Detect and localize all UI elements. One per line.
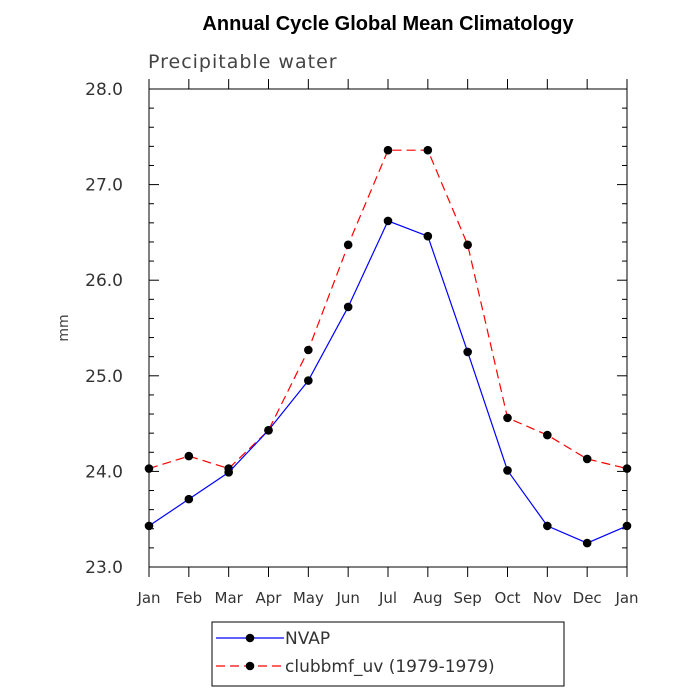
data-point bbox=[144, 521, 154, 531]
legend-box bbox=[211, 621, 565, 687]
data-point bbox=[224, 468, 233, 477]
y-tick-label: 23.0 bbox=[85, 558, 123, 578]
data-point bbox=[184, 494, 194, 504]
data-point bbox=[304, 345, 313, 355]
series-line-0 bbox=[148, 220, 628, 544]
chart-subtitle: Precipitable water bbox=[148, 51, 338, 73]
y-tick-label: 28.0 bbox=[85, 80, 123, 100]
y-tick-label: 27.0 bbox=[85, 176, 123, 196]
data-point bbox=[264, 425, 273, 435]
data-point bbox=[543, 430, 552, 440]
axes: 23.0 24.0 25.0 26.0 27.0 28.0 Jan Feb Mar Apr May J… bbox=[85, 79, 639, 607]
series-line-1 bbox=[148, 149, 628, 470]
legend-label: NVAP bbox=[285, 629, 330, 649]
legend: NVAP clubbmf_uv (1979-1979) bbox=[211, 621, 565, 687]
x-tick-label: Dec bbox=[573, 589, 602, 607]
data-point bbox=[582, 454, 592, 464]
x-tick-label: Mar bbox=[215, 589, 244, 607]
x-tick-label: Aug bbox=[413, 589, 442, 607]
legend-label: clubbmf_uv (1979-1979) bbox=[285, 657, 495, 677]
data-point bbox=[184, 451, 194, 461]
data-point bbox=[463, 240, 472, 250]
data-point bbox=[582, 538, 592, 548]
data-point bbox=[423, 231, 433, 241]
data-point bbox=[383, 216, 393, 226]
legend-marker bbox=[245, 661, 255, 671]
x-tick-label: Nov bbox=[533, 589, 562, 607]
x-tick-label: May bbox=[293, 589, 324, 607]
data-point bbox=[304, 376, 313, 385]
legend-marker bbox=[245, 633, 255, 643]
legend-items: NVAP clubbmf_uv (1979-1979) bbox=[216, 629, 495, 677]
chart-title: Annual Cycle Global Mean Climatology bbox=[202, 13, 574, 35]
x-tick-label: Jul bbox=[378, 589, 397, 607]
x-tick-label: Sep bbox=[454, 589, 482, 607]
plot-frame bbox=[148, 88, 628, 568]
x-tick-label: Jan bbox=[614, 589, 638, 607]
x-tick-label: Jun bbox=[335, 589, 359, 607]
x-tick-label: Apr bbox=[256, 589, 283, 607]
y-axis-label: mm bbox=[56, 314, 72, 341]
x-tick-label: Oct bbox=[495, 589, 521, 607]
data-point bbox=[423, 145, 433, 155]
data-point bbox=[503, 466, 512, 475]
data-point bbox=[144, 464, 154, 473]
y-tick-label: 24.0 bbox=[85, 462, 123, 482]
data-point bbox=[343, 240, 353, 250]
series-layer bbox=[144, 145, 632, 548]
data-point bbox=[383, 145, 393, 155]
x-tick-label: Feb bbox=[176, 589, 203, 607]
y-tick-label: 25.0 bbox=[85, 367, 123, 387]
data-point bbox=[463, 347, 472, 357]
y-tick-label: 26.0 bbox=[85, 271, 123, 291]
x-tick-label: Jan bbox=[136, 589, 160, 607]
data-point bbox=[503, 413, 512, 423]
data-point bbox=[343, 302, 353, 312]
data-point bbox=[622, 464, 632, 473]
data-point bbox=[622, 521, 632, 531]
data-point bbox=[543, 521, 552, 531]
